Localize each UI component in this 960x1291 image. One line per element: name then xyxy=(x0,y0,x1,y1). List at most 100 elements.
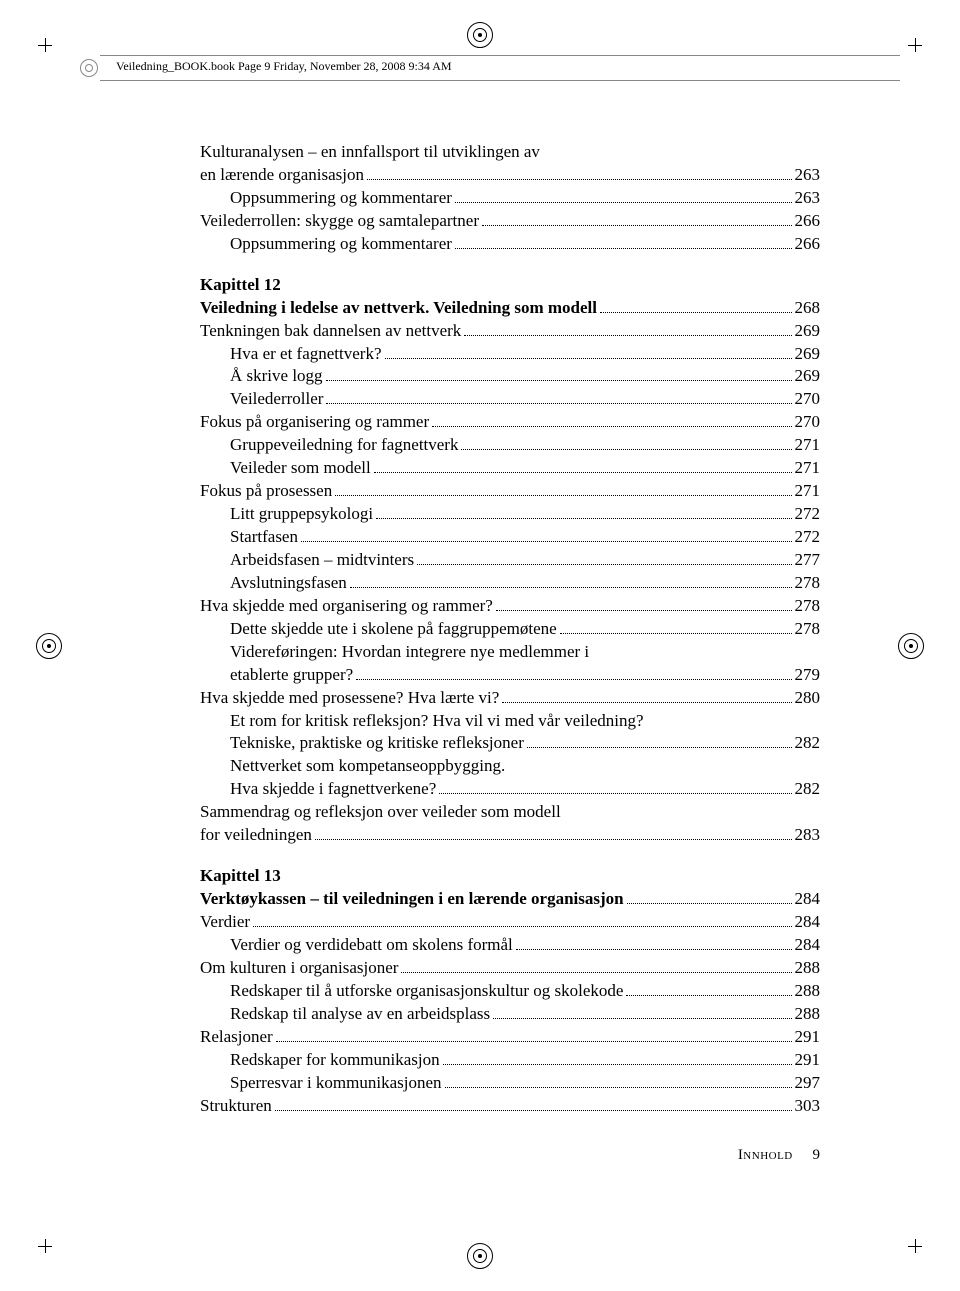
toc-entry: Redskaper til å utforske organisasjonsku… xyxy=(200,980,820,1003)
toc-dots xyxy=(374,472,792,473)
toc-page: 288 xyxy=(795,980,821,1003)
toc-entry: Hva er et fagnettverk? 269 xyxy=(200,343,820,366)
toc-page: 297 xyxy=(795,1072,821,1095)
chapter-heading: Kapittel 13 xyxy=(200,865,820,888)
toc-dots xyxy=(326,403,791,404)
toc-page: 291 xyxy=(795,1026,821,1049)
toc-label: Relasjoner xyxy=(200,1026,273,1049)
toc-entry: Avslutningsfasen 278 xyxy=(200,572,820,595)
toc-dots xyxy=(493,1018,791,1019)
toc-dots xyxy=(455,248,792,249)
toc-entry: Om kulturen i organisasjoner288 xyxy=(200,957,820,980)
toc-dots xyxy=(496,610,792,611)
header-text: Veiledning_BOOK.book Page 9 Friday, Nove… xyxy=(116,59,452,74)
crop-mark xyxy=(38,1239,52,1253)
toc-entry: Arbeidsfasen – midtvinters277 xyxy=(200,549,820,572)
toc-label-line1: Sammendrag og refleksjon over veileder s… xyxy=(200,801,820,824)
footer-label: Innhold xyxy=(738,1147,793,1163)
toc-entry: Relasjoner 291 xyxy=(200,1026,820,1049)
toc-page: 271 xyxy=(795,480,821,503)
toc-page: 278 xyxy=(795,618,821,641)
toc-page: 270 xyxy=(795,411,821,434)
toc-page: 280 xyxy=(795,687,821,710)
toc-page: 291 xyxy=(795,1049,821,1072)
toc-label: Veilederrollen: skygge og samtalepartner xyxy=(200,210,479,233)
toc-page: 279 xyxy=(795,664,821,687)
crop-mark xyxy=(908,1239,922,1253)
toc-label: Arbeidsfasen – midtvinters xyxy=(230,549,414,572)
chapter-title: Verktøykassen – til veiledningen i en læ… xyxy=(200,888,624,911)
toc-page: 271 xyxy=(795,434,821,457)
toc-page: 269 xyxy=(795,365,821,388)
toc-entry: Verdier og verdidebatt om skolens formål… xyxy=(200,934,820,957)
header-ornament-icon xyxy=(80,59,98,77)
toc-entry: Redskaper for kommunikasjon291 xyxy=(200,1049,820,1072)
toc-page: 272 xyxy=(795,526,821,549)
toc-label: Hva skjedde i fagnettverkene? xyxy=(230,778,436,801)
registration-target-icon xyxy=(467,22,493,48)
toc-dots xyxy=(417,564,791,565)
section-title-entry: en lærende organisasjon 263 xyxy=(200,164,820,187)
toc-label: Hva skjedde med organisering og rammer? xyxy=(200,595,493,618)
toc-page: 284 xyxy=(795,911,821,934)
toc-label-line1: Nettverket som kompetanseoppbygging. xyxy=(200,755,820,778)
toc-dots xyxy=(275,1110,792,1111)
chapter-title-entry: Verktøykassen – til veiledningen i en læ… xyxy=(200,888,820,911)
toc-label: Tenkningen bak dannelsen av nettverk xyxy=(200,320,461,343)
toc-label: Hva er et fagnettverk? xyxy=(230,343,382,366)
toc-page: 278 xyxy=(795,595,821,618)
toc-dots xyxy=(627,903,792,904)
toc-label: Å skrive logg xyxy=(230,365,323,388)
toc-dots xyxy=(350,587,792,588)
toc-entry: Hva skjedde i fagnettverkene?282 xyxy=(200,778,820,801)
toc-entry: Oppsummering og kommentarer 263 xyxy=(200,187,820,210)
toc-dots xyxy=(560,633,792,634)
toc-dots xyxy=(367,179,792,180)
toc-label: Dette skjedde ute i skolene på faggruppe… xyxy=(230,618,557,641)
toc-dots xyxy=(301,541,792,542)
toc-entry: Veileder som modell 271 xyxy=(200,457,820,480)
toc-page: 282 xyxy=(795,732,821,755)
toc-label: Fokus på prosessen xyxy=(200,480,332,503)
toc-page: 266 xyxy=(795,210,821,233)
toc-label: Tekniske, praktiske og kritiske refleksj… xyxy=(230,732,524,755)
toc-label: Veilederroller xyxy=(230,388,323,411)
page-footer: Innhold 9 xyxy=(738,1147,820,1164)
toc-dots xyxy=(445,1087,792,1088)
toc-entry: Tekniske, praktiske og kritiske refleksj… xyxy=(200,732,820,755)
toc-label: Litt gruppepsykologi xyxy=(230,503,373,526)
toc-page: 263 xyxy=(795,164,821,187)
toc-page: 269 xyxy=(795,343,821,366)
toc-page: 272 xyxy=(795,503,821,526)
registration-target-icon xyxy=(36,633,62,659)
toc-dots xyxy=(432,426,791,427)
footer-page-number: 9 xyxy=(813,1147,821,1163)
registration-target-icon xyxy=(898,633,924,659)
toc-label: Avslutningsfasen xyxy=(230,572,347,595)
toc-label: Fokus på organisering og rammer xyxy=(200,411,429,434)
toc-page: 283 xyxy=(795,824,821,847)
toc-page: 278 xyxy=(795,572,821,595)
toc-label: Redskaper til å utforske organisasjonsku… xyxy=(230,980,623,1003)
toc-label: Sperresvar i kommunikasjonen xyxy=(230,1072,442,1095)
toc-page: 288 xyxy=(795,1003,821,1026)
page-header: Veiledning_BOOK.book Page 9 Friday, Nove… xyxy=(100,55,900,81)
toc-entry: Litt gruppepsykologi 272 xyxy=(200,503,820,526)
toc-label: Oppsummering og kommentarer xyxy=(230,187,452,210)
toc-dots xyxy=(461,449,791,450)
toc-label-line1: Videreføringen: Hvordan integrere nye me… xyxy=(200,641,820,664)
toc-entry: Strukturen303 xyxy=(200,1095,820,1118)
toc-entry: Å skrive logg 269 xyxy=(200,365,820,388)
toc-label: Redskap til analyse av en arbeidsplass xyxy=(230,1003,490,1026)
toc-label: Startfasen xyxy=(230,526,298,549)
toc-page: 271 xyxy=(795,457,821,480)
toc-dots xyxy=(626,995,791,996)
toc-label: Veileder som modell xyxy=(230,457,371,480)
toc-dots xyxy=(315,839,792,840)
toc-content: Kulturanalysen – en innfallsport til utv… xyxy=(200,141,820,1117)
toc-label: for veiledningen xyxy=(200,824,312,847)
section-title-line1: Kulturanalysen – en innfallsport til utv… xyxy=(200,141,820,164)
toc-page: 263 xyxy=(795,187,821,210)
toc-dots xyxy=(600,312,791,313)
toc-entry: Oppsummering og kommentarer266 xyxy=(200,233,820,256)
